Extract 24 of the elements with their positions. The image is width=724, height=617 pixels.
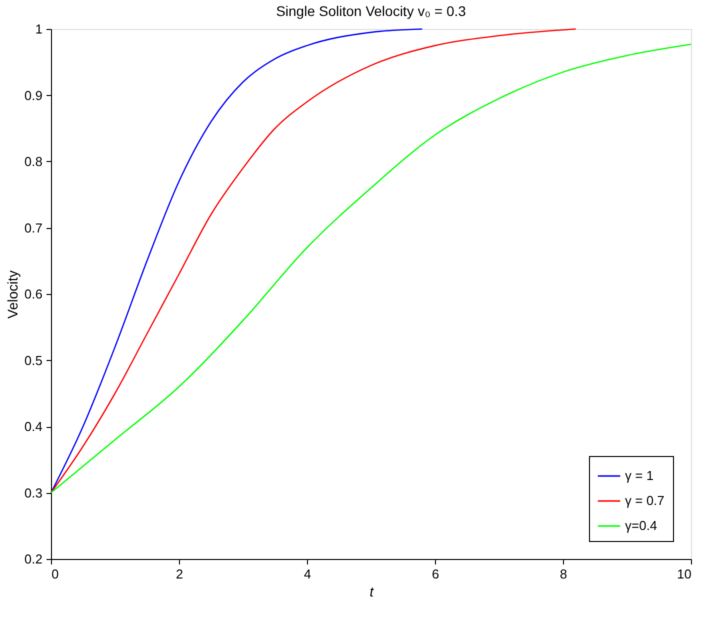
y-tick-label: 0.3 (24, 485, 42, 500)
y-tick-label: 0.4 (24, 419, 42, 434)
x-tick-label: 0 (52, 566, 59, 582)
x-tick-label: 10 (677, 566, 692, 582)
y-tick-label: 0.2 (24, 552, 42, 566)
y-tick-label: 0.8 (24, 154, 42, 169)
x-tick-label: 6 (432, 566, 440, 582)
y-axis-title: Velocity (4, 270, 20, 319)
x-tick-label: 8 (560, 566, 568, 582)
y-tick-label: 0.9 (24, 88, 42, 103)
line-series (50, 44, 692, 494)
y-tick-label: 0.5 (24, 352, 42, 368)
line-series (50, 28, 423, 494)
legend-label: γ=0.4 (625, 518, 658, 533)
x-axis-title: t (370, 584, 375, 600)
y-tick-label: 0.7 (24, 220, 42, 236)
x-tick-label: 2 (176, 566, 184, 582)
y-tick-label: 0.6 (24, 286, 42, 302)
chart-title: Single Soliton Velocity v₀ = 0.3 (276, 3, 466, 19)
legend-label: γ = 1 (625, 468, 654, 483)
x-tick-label: 4 (304, 566, 312, 582)
legend-label: γ = 0.7 (625, 493, 664, 508)
y-tick-label: 1 (35, 22, 42, 36)
line-series (50, 28, 576, 494)
